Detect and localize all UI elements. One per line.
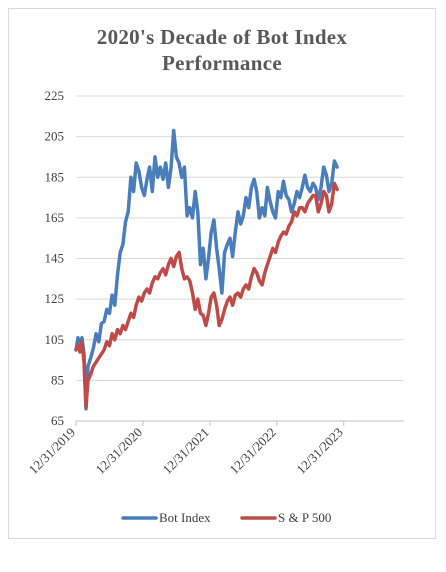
chart-title-line-2: Performance (162, 51, 282, 75)
y-tick-label: 125 (45, 291, 65, 306)
y-tick-label: 65 (51, 413, 64, 428)
x-tick-label: 12/31/2019 (26, 425, 78, 477)
y-tick-label: 205 (45, 129, 65, 144)
x-tick-label: 12/31/2023 (293, 425, 345, 477)
x-tick-label: 12/31/2022 (226, 425, 278, 477)
chart-title: 2020's Decade of Bot Index Performance (8, 24, 436, 76)
chart-title-line-1: 2020's Decade of Bot Index (96, 25, 348, 49)
y-tick-label: 225 (45, 88, 65, 103)
y-tick-label: 165 (45, 210, 65, 225)
x-tick-label: 12/31/2021 (160, 425, 212, 477)
y-tick-label: 85 (51, 372, 64, 387)
legend-label-bot-index: Bot Index (159, 510, 211, 525)
y-tick-label: 185 (45, 169, 65, 184)
y-tick-label: 105 (45, 332, 65, 347)
legend-label-sp500: S & P 500 (278, 510, 331, 525)
series-line-sp500 (74, 181, 339, 409)
x-tick-label: 12/31/2020 (93, 425, 145, 477)
series-line-bot-index (74, 128, 339, 411)
y-tick-label: 145 (45, 251, 65, 266)
